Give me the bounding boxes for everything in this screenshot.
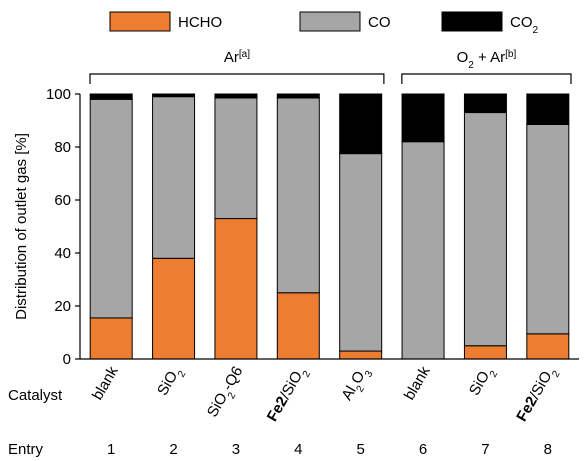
catalyst-label-6: blank bbox=[401, 363, 434, 403]
bar-6-series-3 bbox=[401, 93, 445, 143]
legend-label-3: CO2 bbox=[510, 14, 539, 36]
catalyst-label-7: SiO2 bbox=[466, 363, 500, 401]
entry-label-3: 3 bbox=[232, 441, 240, 458]
legend-swatch-2 bbox=[299, 11, 361, 32]
bar-7-series-2 bbox=[463, 112, 507, 347]
y-tick-label-6: 100 bbox=[46, 86, 71, 103]
entry-label-5: 5 bbox=[357, 441, 365, 458]
group-bracket-1 bbox=[89, 73, 385, 84]
y-tick-label-2: 20 bbox=[54, 298, 71, 315]
bar-4-series-1 bbox=[276, 292, 320, 360]
entry-label-6: 6 bbox=[419, 441, 427, 458]
bar-3-series-3 bbox=[214, 93, 258, 99]
bar-2-series-1 bbox=[152, 257, 196, 360]
catalyst-label-5: Al2O3 bbox=[338, 363, 375, 405]
bar-2-series-3 bbox=[152, 93, 196, 98]
catalyst-label-8: Fe2/SiO2 bbox=[513, 363, 562, 427]
y-axis: 0 20 40 60 80 100 Distribution of outlet gas [… bbox=[13, 86, 81, 368]
catalyst-labels: Catalyst blank SiO2 SiO2-Q6 Fe2/SiO2 Al2O3 bla… bbox=[8, 363, 562, 427]
entry-label-4: 4 bbox=[294, 441, 302, 458]
entry-label-2: 2 bbox=[169, 441, 177, 458]
bar-6-series-2 bbox=[401, 141, 445, 360]
legend-swatch-3 bbox=[441, 11, 503, 32]
bar-8-series-2 bbox=[526, 123, 570, 335]
entry-label-7: 7 bbox=[481, 441, 489, 458]
catalyst-label-4: Fe2/SiO2 bbox=[264, 363, 313, 427]
bars bbox=[89, 93, 570, 360]
catalyst-row-label: Catalyst bbox=[8, 387, 63, 404]
bar-4-series-3 bbox=[276, 93, 320, 99]
entry-labels: Entry 1 2 3 4 5 6 7 8 bbox=[8, 441, 552, 458]
bar-5-series-2 bbox=[339, 153, 383, 352]
catalyst-label-1: blank bbox=[89, 363, 122, 403]
group-brackets: Ar[a] O2 + Ar[b] bbox=[89, 49, 572, 84]
y-tick-label-1: 0 bbox=[63, 351, 71, 368]
y-axis-label: Distribution of outlet gas [%] bbox=[13, 133, 30, 320]
bar-2-series-2 bbox=[152, 96, 196, 259]
bar-5-series-1 bbox=[339, 350, 383, 360]
y-tick-label-3: 40 bbox=[54, 245, 71, 262]
entry-label-1: 1 bbox=[107, 441, 115, 458]
bar-1-series-1 bbox=[89, 317, 133, 360]
bar-8-series-3 bbox=[526, 93, 570, 125]
legend-label-1: HCHO bbox=[178, 14, 222, 31]
catalyst-label-2: SiO2 bbox=[154, 363, 188, 401]
group-bracket-2 bbox=[401, 73, 572, 84]
group-label-2: O2 + Ar[b] bbox=[457, 49, 517, 71]
bar-3-series-2 bbox=[214, 97, 258, 220]
entry-row-label: Entry bbox=[8, 441, 44, 458]
bar-8-series-1 bbox=[526, 333, 570, 360]
catalyst-label-3: SiO2-Q6 bbox=[204, 364, 250, 423]
legend-label-2: CO bbox=[368, 14, 391, 31]
bar-4-series-2 bbox=[276, 97, 320, 294]
bar-5-series-3 bbox=[339, 93, 383, 155]
group-label-1: Ar[a] bbox=[224, 49, 250, 67]
bar-7-series-1 bbox=[463, 345, 507, 360]
y-tick-label-5: 80 bbox=[54, 139, 71, 156]
bar-7-series-3 bbox=[463, 93, 507, 114]
bar-3-series-1 bbox=[214, 218, 258, 360]
bar-1-series-2 bbox=[89, 98, 133, 319]
y-tick-label-4: 60 bbox=[54, 192, 71, 209]
bar-1-series-3 bbox=[89, 93, 133, 100]
legend-swatch-1 bbox=[109, 11, 171, 32]
entry-label-8: 8 bbox=[544, 441, 552, 458]
legend: HCHO CO CO2 bbox=[109, 11, 539, 36]
